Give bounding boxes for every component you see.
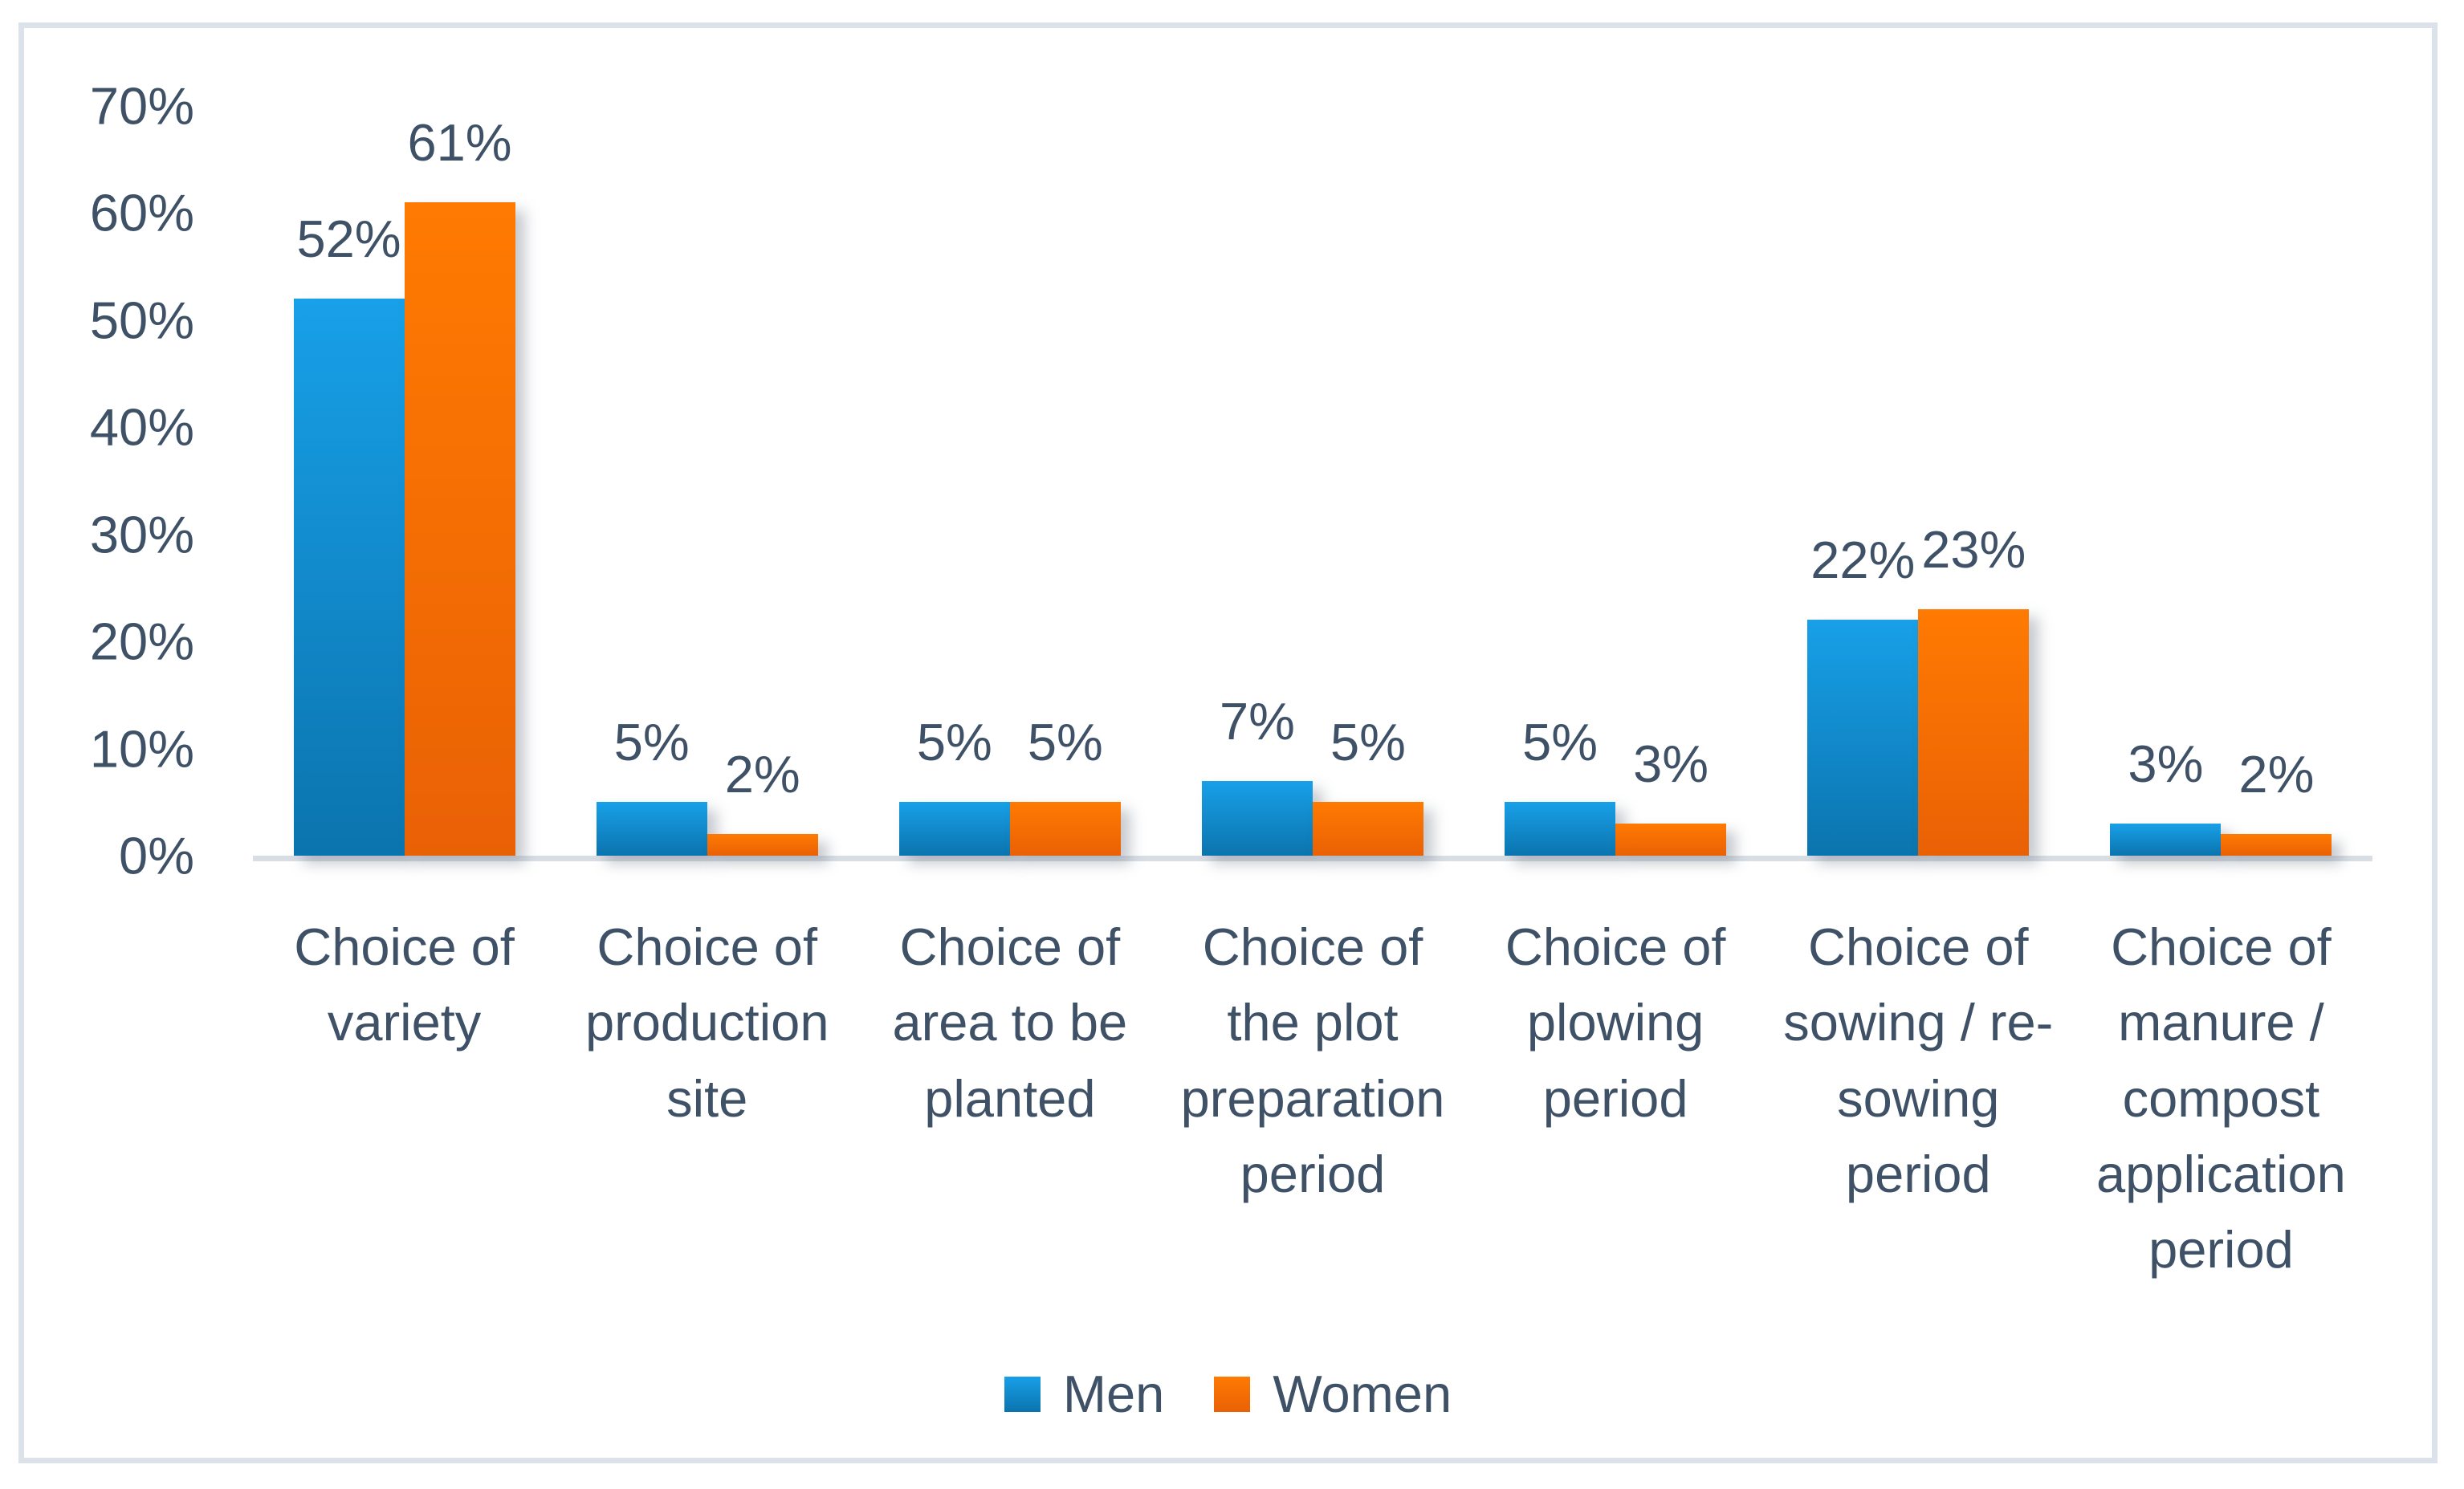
data-label: 7% (1220, 691, 1295, 751)
y-axis-tick-label: 70% (89, 76, 194, 136)
bar-group: 5% 3% (1464, 106, 1767, 856)
bar-women: 3% (1615, 738, 1727, 856)
bar-men: 5% (898, 716, 1010, 856)
data-label: 2% (724, 745, 800, 804)
bar-groups: 52% 61% 5% 2% 5% 5% 7% 5% 5% 3% 22% 23% 3% 2% (253, 106, 2372, 856)
data-label: 61% (407, 113, 512, 173)
category-label: Choice of variety (294, 917, 515, 1052)
legend: Men Women (24, 1368, 2432, 1420)
y-axis-tick-label: 60% (89, 183, 194, 242)
data-label: 52% (296, 210, 401, 269)
bar-group: 52% 61% (253, 106, 556, 856)
data-label: 5% (1330, 713, 1406, 772)
bar-group: 7% 5% (1161, 106, 1464, 856)
bar-men: 52% (293, 213, 405, 856)
legend-swatch-men (1004, 1376, 1041, 1412)
y-axis-tick-label: 10% (89, 719, 194, 779)
bar-women: 2% (2221, 748, 2332, 856)
y-axis-tick-label: 50% (89, 291, 194, 350)
category-label: Choice of area to be planted (892, 917, 1128, 1128)
category-label: Choice of the plot preparation period (1180, 917, 1445, 1203)
category-axis: Choice of variety Choice of production si… (253, 861, 2372, 1288)
data-label: 3% (1633, 734, 1709, 793)
bar-women: 61% (404, 116, 515, 856)
bar-men: 5% (1505, 716, 1616, 856)
legend-label: Women (1273, 1365, 1452, 1424)
y-axis-tick-label: 0% (119, 826, 194, 885)
bar-group: 22% 23% (1767, 106, 2070, 856)
data-label: 22% (1810, 531, 1916, 590)
category-label: Choice of manure / compost application p… (2096, 917, 2346, 1279)
bar-men: 7% (1201, 695, 1313, 856)
y-axis-tick-label: 30% (89, 505, 194, 564)
data-label: 5% (1027, 713, 1103, 772)
category-label: Choice of sowing / re-sowing period (1783, 917, 2054, 1203)
y-axis-tick-label: 40% (89, 397, 194, 457)
legend-item-women: Women (1214, 1368, 1452, 1420)
category-label: Choice of production site (584, 917, 829, 1128)
data-label: 2% (2238, 745, 2315, 804)
plot-row: 0% 10% 20% 30% 40% 50% 60% 70% 52% 61% 5% 2% 5% 5% 7%… (24, 28, 2432, 882)
data-label: 5% (916, 713, 992, 772)
legend-label: Men (1062, 1365, 1165, 1424)
category-label: Choice of plowing period (1505, 917, 1726, 1128)
bar-women: 5% (1312, 716, 1423, 856)
bar-women: 23% (1918, 523, 2030, 856)
legend-item-men: Men (1004, 1368, 1164, 1420)
y-axis: 0% 10% 20% 30% 40% 50% 60% 70% (24, 28, 253, 882)
bar-women: 5% (1009, 716, 1121, 856)
plot-area: 52% 61% 5% 2% 5% 5% 7% 5% 5% 3% 22% 23% 3% 2% (253, 28, 2372, 861)
bar-women: 2% (707, 748, 818, 856)
bar-group: 3% 2% (2070, 106, 2372, 856)
chart-frame: 0% 10% 20% 30% 40% 50% 60% 70% 52% 61% 5% 2% 5% 5% 7%… (18, 22, 2438, 1463)
data-label: 23% (1921, 520, 2026, 580)
bar-men: 5% (596, 716, 707, 856)
legend-swatch-women (1214, 1376, 1251, 1412)
data-label: 5% (613, 713, 690, 772)
bar-men: 22% (1807, 534, 1919, 856)
bar-group: 5% 2% (556, 106, 858, 856)
data-label: 3% (2128, 734, 2204, 793)
data-label: 5% (1522, 713, 1599, 772)
y-axis-tick-label: 20% (89, 612, 194, 671)
bar-group: 5% 5% (858, 106, 1161, 856)
bar-men: 3% (2110, 738, 2222, 856)
